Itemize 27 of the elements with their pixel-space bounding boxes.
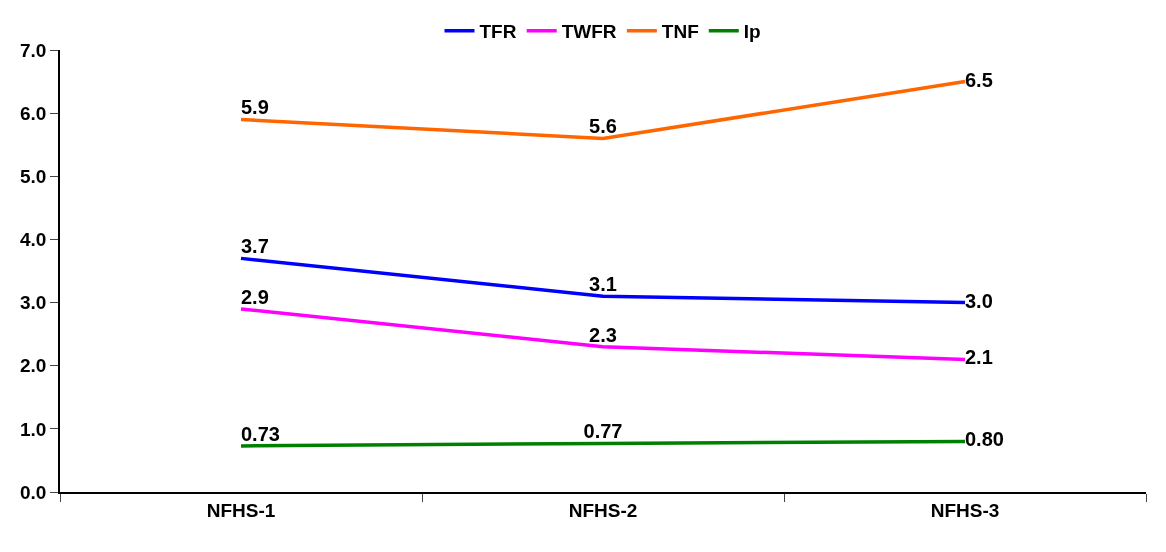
y-tick-label: 0.0 <box>20 481 47 503</box>
legend-label: Ip <box>743 21 761 43</box>
data-label: 6.5 <box>965 68 993 91</box>
x-tick-label: NFHS-3 <box>930 499 1000 521</box>
x-tick-label: NFHS-1 <box>206 499 276 521</box>
legend-label: TNF <box>661 21 699 43</box>
y-tick-label: 2.0 <box>20 355 47 377</box>
y-tick-label: 1.0 <box>20 418 47 440</box>
legend-label: TFR <box>479 21 517 43</box>
data-label: 0.77 <box>583 420 623 443</box>
data-label: 2.3 <box>589 323 617 346</box>
data-label: 2.9 <box>241 285 269 308</box>
data-label: 3.0 <box>965 289 993 312</box>
data-label: 3.7 <box>241 235 269 258</box>
x-tick-label: NFHS-2 <box>568 499 638 521</box>
legend-label: TWFR <box>561 21 617 43</box>
y-tick-label: 5.0 <box>20 165 47 187</box>
data-label: 0.73 <box>241 422 280 445</box>
y-tick-label: 6.0 <box>20 102 47 124</box>
data-label: 5.6 <box>589 115 617 138</box>
data-label: 0.80 <box>965 428 1004 451</box>
data-label: 2.1 <box>965 346 993 369</box>
y-tick-label: 4.0 <box>20 229 47 251</box>
data-label: 5.9 <box>241 96 269 119</box>
y-tick-label: 7.0 <box>20 39 47 61</box>
data-label: 3.1 <box>589 273 617 296</box>
y-tick-label: 3.0 <box>20 292 47 314</box>
